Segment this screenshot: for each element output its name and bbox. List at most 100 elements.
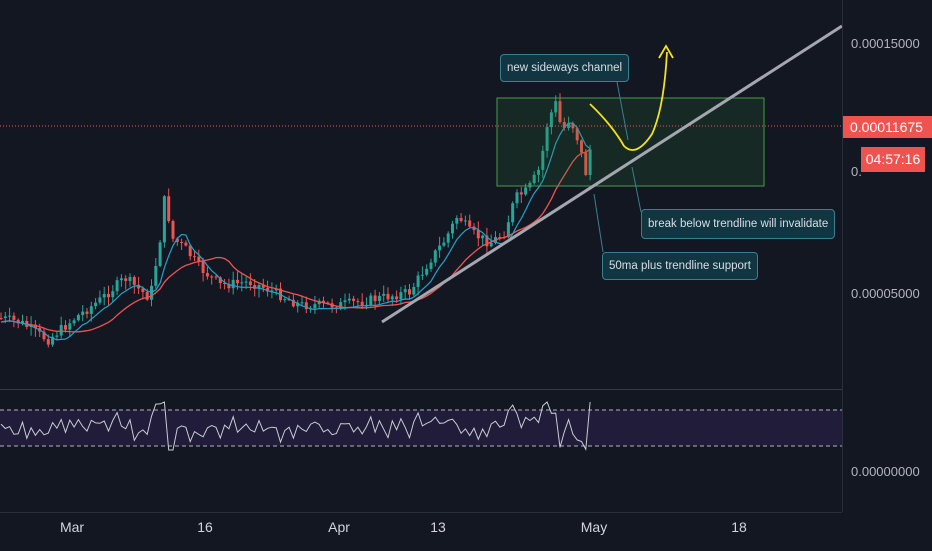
candle-body xyxy=(193,256,196,258)
candle-body xyxy=(171,221,175,239)
pane-divider[interactable] xyxy=(0,389,842,390)
candle-body xyxy=(352,298,356,302)
price-scale[interactable]: 0.00015000 0. 0.00005000 0.00000000 xyxy=(842,0,932,512)
candle-body xyxy=(244,281,248,283)
candle-body xyxy=(188,245,192,257)
candle-body xyxy=(313,304,317,309)
candle-body xyxy=(408,289,411,295)
candle-body xyxy=(205,273,209,277)
callout-pointer-channel xyxy=(616,81,629,141)
candle-body xyxy=(511,203,515,223)
candle-body xyxy=(102,294,106,298)
candle-body xyxy=(201,261,205,274)
candle-body xyxy=(567,123,571,128)
time-scale[interactable] xyxy=(0,512,842,551)
time-tick-label: 18 xyxy=(731,519,747,535)
candle-body xyxy=(167,196,171,222)
candle-body xyxy=(3,316,7,319)
candle-body xyxy=(274,288,278,291)
callout-pointer-support xyxy=(593,193,604,253)
projection-curve[interactable] xyxy=(589,51,668,151)
candle-body xyxy=(468,220,472,227)
candle-body xyxy=(180,241,184,243)
candle-body xyxy=(532,174,536,183)
candle-body xyxy=(64,325,67,330)
candle-body xyxy=(184,242,188,246)
candle-body xyxy=(575,128,579,141)
candle-body xyxy=(240,282,244,284)
callout-new-sideways-channel[interactable]: new sideways channel xyxy=(500,54,630,82)
candle-body xyxy=(472,226,476,231)
candle-body xyxy=(210,276,214,278)
candle-body xyxy=(390,296,394,300)
candle-body xyxy=(519,192,523,195)
candle-body xyxy=(304,302,308,310)
callout-pointer-invalidate xyxy=(631,166,642,213)
candle-body xyxy=(395,296,399,300)
candle-body xyxy=(214,276,218,278)
candle-body xyxy=(463,220,467,222)
time-tick-label: 16 xyxy=(197,519,213,535)
candle-body xyxy=(107,294,110,298)
candle-body xyxy=(554,101,558,113)
candle-body xyxy=(580,140,583,153)
candle-body xyxy=(558,101,562,122)
candle-body xyxy=(412,287,416,295)
candle-body xyxy=(76,315,80,321)
candle-body xyxy=(549,112,553,128)
candle-body xyxy=(59,325,63,336)
candle-body xyxy=(81,311,85,316)
candle-body xyxy=(98,297,102,303)
candle-body xyxy=(270,290,274,292)
candle-body xyxy=(68,323,72,330)
candle-body xyxy=(162,196,166,243)
candle-body xyxy=(154,265,158,286)
candle-body xyxy=(158,242,162,266)
ma-fast-line xyxy=(0,122,591,341)
callout-50ma-support[interactable]: 50ma plus trendline support xyxy=(602,252,758,280)
candle-body xyxy=(218,277,222,284)
rsi-overbought-band xyxy=(0,410,842,446)
candle-body xyxy=(236,279,239,284)
candle-body xyxy=(438,245,442,251)
candle-body xyxy=(300,302,304,304)
candle-body xyxy=(382,293,386,296)
candle-body xyxy=(451,223,454,234)
candle-body xyxy=(132,277,136,285)
price-tick-label: 0.00015000 xyxy=(851,36,920,51)
candle-countdown-badge: 04:57:16 xyxy=(861,147,925,172)
price-tick-label: 0.00000000 xyxy=(851,464,920,479)
channel-box[interactable] xyxy=(496,97,765,187)
callout-break-below-trendline[interactable]: break below trendline will invalidate xyxy=(641,209,836,239)
time-tick-label: Apr xyxy=(328,519,350,535)
price-tick-label: 0. xyxy=(851,164,862,179)
candle-body xyxy=(515,192,519,204)
candle-body xyxy=(562,121,566,128)
candle-body xyxy=(485,235,489,247)
candle-body xyxy=(481,235,485,239)
candle-body xyxy=(369,295,373,305)
candle-body xyxy=(223,283,227,285)
candlestick-series xyxy=(0,93,592,348)
candle-body xyxy=(571,123,575,129)
candle-body xyxy=(347,298,351,301)
candle-body xyxy=(377,295,381,302)
candle-body xyxy=(261,285,265,288)
candle-body xyxy=(524,187,528,195)
candle-body xyxy=(541,150,545,170)
price-tick-label: 0.00005000 xyxy=(851,286,920,301)
candle-body xyxy=(528,182,532,188)
price-chart-pane[interactable] xyxy=(0,0,842,512)
candle-body xyxy=(498,237,502,239)
candle-body xyxy=(322,300,325,303)
trendline[interactable] xyxy=(381,24,842,324)
candle-body xyxy=(51,336,55,345)
candle-body xyxy=(399,292,403,300)
candle-body xyxy=(356,301,360,303)
candle-body xyxy=(145,292,149,300)
candle-body xyxy=(476,230,480,239)
candle-body xyxy=(150,285,153,300)
candle-body xyxy=(141,288,145,293)
candle-body xyxy=(197,256,201,262)
candle-body xyxy=(416,275,420,288)
